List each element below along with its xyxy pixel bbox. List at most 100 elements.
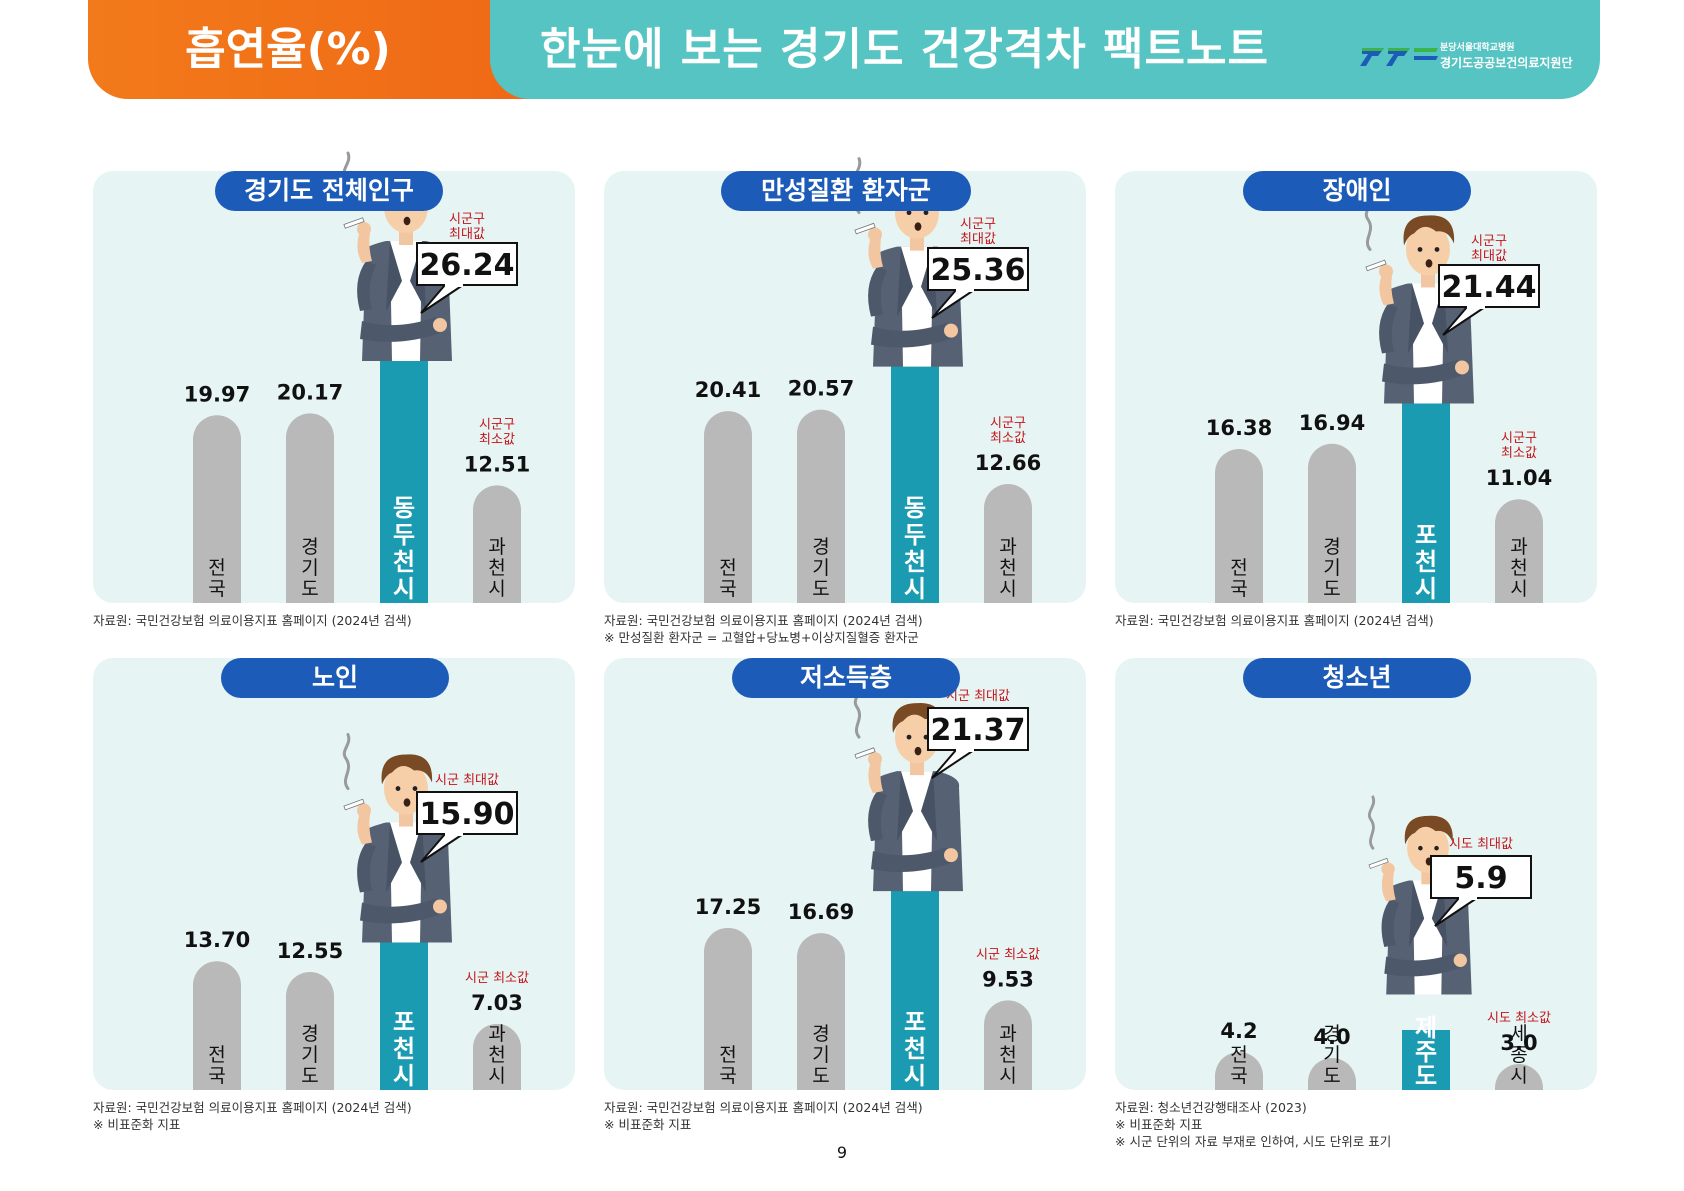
- chart-svg: 16.38 16.9411.04시군구최소값21.44시군구최대값전국경기도과천시…: [1206, 193, 1552, 603]
- source-note: 자료원: 청소년건강행태조사 (2023) ※ 비표준화 지표 ※ 시군 단위의…: [1115, 1099, 1391, 1150]
- forearm: [357, 812, 372, 845]
- category-label: 도: [812, 1065, 829, 1087]
- neck: [910, 236, 924, 251]
- highlight-category-label: 동: [904, 494, 926, 522]
- hand: [944, 323, 958, 338]
- raised-arm: [357, 842, 376, 893]
- category-label: 국: [719, 1065, 736, 1087]
- category-label: 국: [1230, 578, 1247, 600]
- chart-title: 저소득층: [732, 658, 960, 698]
- category-label: 국: [1230, 1065, 1247, 1087]
- category-label: 종: [1510, 1044, 1527, 1066]
- speech-bubble: [927, 707, 1029, 751]
- max-value-label: 26.24: [420, 248, 515, 283]
- category-label: 도: [301, 1065, 318, 1087]
- category-label: 기: [301, 1044, 318, 1066]
- bar-과천시: [473, 485, 521, 603]
- neck: [399, 231, 413, 245]
- hand: [433, 318, 447, 332]
- speech-bubble-tail: [1434, 897, 1478, 927]
- crossed-arm: [360, 898, 440, 924]
- chart-title: 장애인: [1243, 171, 1471, 211]
- note-line: ※ 비표준화 지표: [1115, 1117, 1203, 1132]
- hair: [381, 754, 433, 785]
- mouth: [914, 746, 922, 756]
- note-line: ※ 비표준화 지표: [604, 1117, 692, 1132]
- source-note: 자료원: 국민건강보험 의료이용지표 홈페이지 (2024년 검색): [1115, 612, 1434, 629]
- note-line: 자료원: 국민건강보험 의료이용지표 홈페이지 (2024년 검색): [93, 1100, 412, 1115]
- max-value-label: 5.9: [1454, 861, 1507, 896]
- eye: [923, 210, 929, 216]
- neck: [1421, 273, 1435, 288]
- eye: [1418, 845, 1423, 851]
- cigarette-icon: [1368, 857, 1389, 869]
- forearm: [868, 761, 883, 794]
- bubble-gap-cover: [445, 284, 463, 287]
- smoke-icon: [342, 733, 351, 791]
- lapel-left: [386, 241, 402, 311]
- category-label: 천: [999, 557, 1016, 579]
- lapel-left: [1408, 283, 1424, 354]
- speech-bubble-tail: [1442, 306, 1486, 336]
- max-value-label: 21.37: [931, 713, 1026, 748]
- bar-제주도: [1402, 1030, 1450, 1090]
- bubble-gap-cover: [956, 289, 974, 292]
- hair: [1404, 815, 1453, 845]
- page-header: 흡연율(%) 한눈에 보는 경기도 건강격차 팩트노트 분당서울대학교병원 경기…: [88, 0, 1600, 99]
- note-line: 자료원: 국민건강보험 의료이용지표 홈페이지 (2024년 검색): [604, 1100, 923, 1115]
- category-label: 시: [488, 578, 505, 600]
- min-caption: 시도 최소값: [1487, 1011, 1551, 1026]
- lapel-right: [410, 822, 426, 893]
- crossed-arm: [871, 322, 951, 348]
- min-value-label: 11.04: [1486, 466, 1552, 490]
- bar-동두천시: [891, 364, 939, 603]
- note-line: ※ 시군 단위의 자료 부재로 인하여, 시도 단위로 표기: [1115, 1134, 1392, 1149]
- category-label: 천: [488, 557, 505, 579]
- eye: [1417, 247, 1423, 252]
- source-note: 자료원: 국민건강보험 의료이용지표 홈페이지 (2024년 검색) ※ 비표준…: [93, 1099, 412, 1133]
- bubble-gap-cover: [1459, 897, 1477, 900]
- lapel-right: [921, 771, 937, 842]
- category-label: 경: [1323, 536, 1340, 558]
- eye: [1434, 247, 1440, 252]
- value-label: 20.17: [277, 380, 343, 404]
- source-note: 자료원: 국민건강보험 의료이용지표 홈페이지 (2024년 검색) ※ 만성질…: [604, 612, 923, 646]
- hand: [1453, 953, 1467, 967]
- smoking-man-illustration: [342, 733, 452, 943]
- note-line: 자료원: 국민건강보험 의료이용지표 홈페이지 (2024년 검색): [604, 613, 923, 628]
- chart-title: 노인: [221, 658, 449, 698]
- category-label: 기: [301, 557, 318, 579]
- bar-경기도: [797, 933, 845, 1090]
- highlight-category-label: 천: [1415, 548, 1437, 576]
- source-note: 자료원: 국민건강보험 의료이용지표 홈페이지 (2024년 검색): [93, 612, 412, 629]
- highlight-category-label: 주: [1415, 1038, 1437, 1066]
- forearm: [1379, 273, 1394, 306]
- eye: [412, 786, 418, 791]
- speech-bubble: [1430, 855, 1532, 899]
- category-label: 천: [1510, 557, 1527, 579]
- hand: [1379, 264, 1393, 279]
- value-label: 16.38: [1206, 416, 1272, 440]
- bar-전국: [193, 961, 241, 1090]
- chart-panel-total-population: 19.97 20.17 12.51 시군구 최소값 26.24 시군구 최대값 전 국 경 기 도 과 천 시…: [93, 151, 575, 603]
- bar-과천시: [1495, 499, 1543, 603]
- category-label: 과: [999, 536, 1016, 558]
- min-value-label: 12.66: [975, 451, 1041, 475]
- raised-arm: [868, 791, 887, 842]
- bar-경기도: [1308, 1058, 1356, 1090]
- head: [1406, 223, 1450, 276]
- speech-bubble-tail: [420, 833, 464, 863]
- note-line: 자료원: 국민건강보험 의료이용지표 홈페이지 (2024년 검색): [93, 613, 412, 628]
- bar-전국: [1215, 449, 1263, 603]
- max-value-label: 15.90: [420, 797, 515, 832]
- bar-세종시: [1495, 1064, 1543, 1090]
- min-value-label: 12.51: [464, 452, 530, 476]
- max-caption: 시도 최대값: [1449, 837, 1513, 852]
- smoking-man-illustration: [342, 151, 452, 361]
- min-caption: 시군구: [479, 417, 515, 432]
- neck: [910, 761, 924, 776]
- lapel-left: [897, 771, 913, 842]
- value-label: 16.94: [1299, 411, 1365, 435]
- page-number: 9: [836, 1143, 848, 1162]
